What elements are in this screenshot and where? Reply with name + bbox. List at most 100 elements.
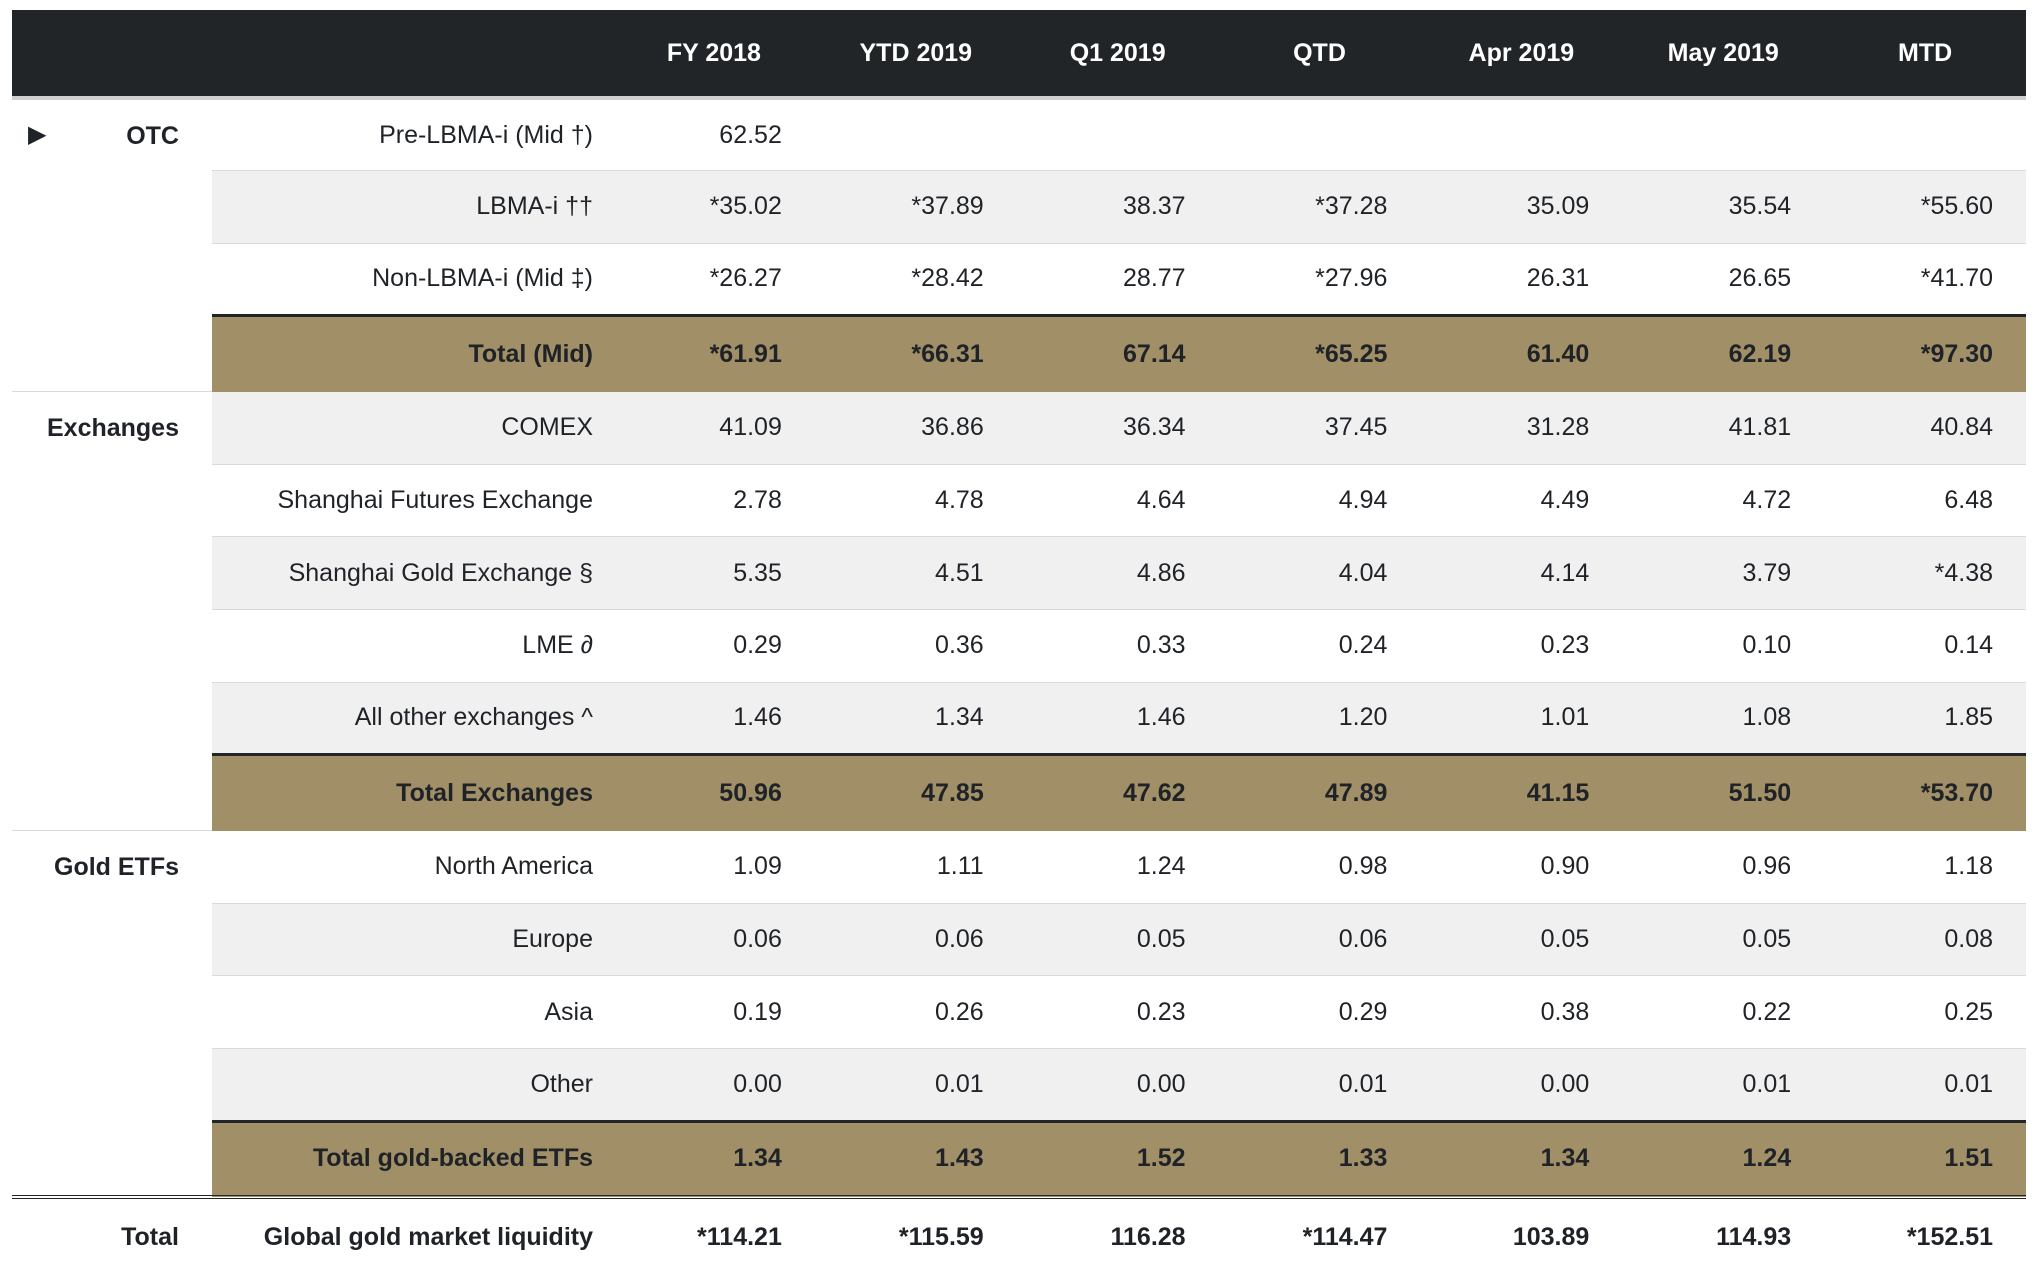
cell-value: 1.34 (814, 682, 1017, 756)
cell-value: 37.45 (1218, 391, 1421, 465)
total-value: 47.85 (814, 753, 1017, 831)
cell-value (814, 98, 1017, 172)
cell-value: 0.25 (1824, 975, 2027, 1050)
row-label: Shanghai Futures Exchange (212, 464, 613, 538)
cell-value: 0.90 (1420, 830, 1623, 904)
row-label: North America (212, 830, 613, 904)
row-label: Non-LBMA-i (Mid ‡) (212, 243, 613, 317)
cell-value: 0.00 (1420, 1048, 1623, 1122)
header-row: FY 2018 YTD 2019 Q1 2019 QTD Apr 2019 Ma… (12, 10, 2027, 100)
table-row: Other 0.00 0.01 0.00 0.01 0.00 0.01 0.01 (12, 1048, 2027, 1122)
total-value: 1.34 (1420, 1119, 1623, 1198)
cell-value: 0.19 (613, 975, 815, 1050)
cell-value: 0.05 (1420, 903, 1623, 977)
cell-value: 1.85 (1824, 682, 2027, 756)
total-value: 47.62 (1016, 753, 1219, 831)
grand-total-value: 103.89 (1420, 1195, 1623, 1275)
cell-value: 0.98 (1218, 830, 1421, 904)
row-label: Europe (212, 903, 613, 977)
column-header-may2019[interactable]: May 2019 (1622, 10, 1825, 100)
cell-value: 0.06 (814, 903, 1017, 977)
cell-value: 4.94 (1218, 464, 1421, 538)
row-label: All other exchanges ^ (212, 682, 613, 756)
cell-value: 40.84 (1824, 391, 2027, 465)
total-label: Total Exchanges (212, 753, 613, 831)
cell-value (1622, 98, 1825, 172)
cell-value: 4.14 (1420, 536, 1623, 611)
cell-value: 1.20 (1218, 682, 1421, 756)
total-value: 1.43 (814, 1119, 1017, 1198)
cell-value: 62.52 (613, 98, 815, 172)
cell-value: 0.06 (613, 903, 815, 977)
cell-value: 5.35 (613, 536, 815, 611)
row-label: COMEX (212, 391, 613, 465)
cell-value: *37.28 (1218, 170, 1421, 244)
cell-value: 0.10 (1622, 609, 1825, 683)
cell-value: 0.38 (1420, 975, 1623, 1050)
grand-total-section: Total (12, 1195, 212, 1275)
table-row: Gold ETFs North America 1.09 1.11 1.24 0… (12, 830, 2027, 1198)
cell-value: 0.05 (1016, 903, 1219, 977)
cell-value: *26.27 (613, 243, 815, 317)
cell-value: 1.46 (613, 682, 815, 756)
row-label: Shanghai Gold Exchange § (212, 536, 613, 611)
total-value: 47.89 (1218, 753, 1421, 831)
cell-value: 1.09 (613, 830, 815, 904)
cell-value: *4.38 (1824, 536, 2027, 611)
total-label: Total gold-backed ETFs (212, 1119, 613, 1198)
cell-value: 26.65 (1622, 243, 1825, 317)
total-value: 1.34 (613, 1119, 815, 1198)
row-label: Pre-LBMA-i (Mid †) (212, 98, 613, 172)
column-header-q12019[interactable]: Q1 2019 (1016, 10, 1219, 100)
cell-value: 0.22 (1622, 975, 1825, 1050)
table-row: Asia 0.19 0.26 0.23 0.29 0.38 0.22 0.25 (12, 975, 2027, 1050)
cell-value: 0.01 (1824, 1048, 2027, 1122)
cell-value: 1.11 (814, 830, 1017, 904)
total-value: *65.25 (1218, 314, 1421, 392)
column-header-qtd[interactable]: QTD (1218, 10, 1421, 100)
table-row: Shanghai Gold Exchange § 5.35 4.51 4.86 … (12, 536, 2027, 611)
table-row: Non-LBMA-i (Mid ‡) *26.27 *28.42 28.77 *… (12, 243, 2027, 317)
cell-value: 36.86 (814, 391, 1017, 465)
table-row: LBMA-i †† *35.02 *37.89 38.37 *37.28 35.… (12, 170, 2027, 244)
cell-value: 31.28 (1420, 391, 1623, 465)
cell-value: 3.79 (1622, 536, 1825, 611)
grand-total-label: Global gold market liquidity (212, 1195, 613, 1275)
column-header-apr2019[interactable]: Apr 2019 (1420, 10, 1623, 100)
cell-value: 0.29 (613, 609, 815, 683)
table-row: LME ∂ 0.29 0.36 0.33 0.24 0.23 0.10 0.14 (12, 609, 2027, 683)
total-value: 41.15 (1420, 753, 1623, 831)
cell-value: 0.26 (814, 975, 1017, 1050)
cell-value: 35.54 (1622, 170, 1825, 244)
total-value: 50.96 (613, 753, 815, 831)
cell-value: 41.09 (613, 391, 815, 465)
total-value: 62.19 (1622, 314, 1825, 392)
cell-value: *37.89 (814, 170, 1017, 244)
cell-value: 0.23 (1420, 609, 1623, 683)
cell-value: 4.04 (1218, 536, 1421, 611)
table-row: All other exchanges ^ 1.46 1.34 1.46 1.2… (12, 682, 2027, 756)
cell-value: *27.96 (1218, 243, 1421, 317)
column-header-fy2018[interactable]: FY 2018 (613, 10, 815, 100)
cell-value: 38.37 (1016, 170, 1219, 244)
cell-value: 26.31 (1420, 243, 1623, 317)
column-header-ytd2019[interactable]: YTD 2019 (814, 10, 1017, 100)
cell-value: 35.09 (1420, 170, 1623, 244)
grand-total-value: *114.21 (613, 1195, 815, 1275)
cell-value: 4.78 (814, 464, 1017, 538)
header-blank-section (12, 10, 212, 100)
cell-value: 0.00 (613, 1048, 815, 1122)
section-gold-etfs: Gold ETFs (12, 830, 212, 1198)
cell-value: 6.48 (1824, 464, 2027, 538)
cell-value: 0.96 (1622, 830, 1825, 904)
cell-value: 4.86 (1016, 536, 1219, 611)
column-header-mtd[interactable]: MTD (1824, 10, 2027, 100)
expand-arrow-icon[interactable]: ▶ (28, 121, 47, 148)
cell-value: 0.23 (1016, 975, 1219, 1050)
grand-total-value: *114.47 (1218, 1195, 1421, 1275)
section-otc[interactable]: ▶ OTC (12, 98, 212, 392)
table-row: Exchanges COMEX 41.09 36.86 36.34 37.45 … (12, 391, 2027, 831)
cell-value: 0.08 (1824, 903, 2027, 977)
cell-value: 0.01 (1622, 1048, 1825, 1122)
total-value: *66.31 (814, 314, 1017, 392)
